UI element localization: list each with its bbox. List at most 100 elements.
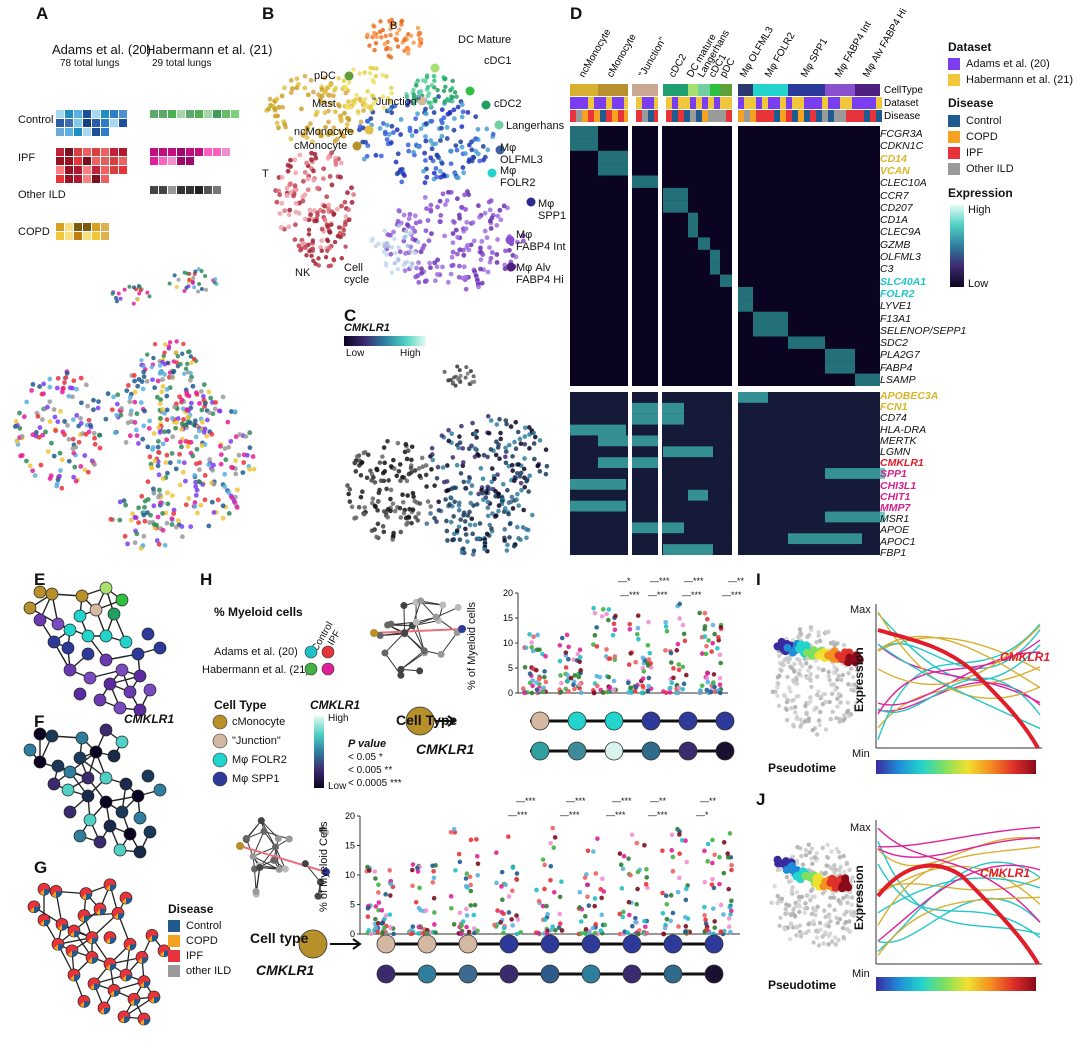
pseudotime-bg-point	[850, 875, 855, 880]
umap-a-point	[198, 502, 204, 508]
umap-a-point	[138, 545, 144, 551]
disease-bar	[786, 110, 792, 122]
umap-b-point	[424, 278, 429, 284]
data-point	[726, 916, 732, 921]
mini-edge	[260, 820, 279, 839]
umap-c-point	[543, 471, 549, 477]
data-point	[664, 916, 670, 922]
gene-label: LYVE1	[880, 300, 912, 313]
data-point	[711, 672, 717, 677]
umap-c-point	[403, 442, 409, 447]
tile-control-adams	[92, 110, 100, 118]
data-point	[578, 931, 584, 936]
pie-slice	[92, 937, 98, 944]
data-point	[710, 906, 716, 911]
heatmap-row	[570, 413, 880, 425]
umap-c-point	[467, 474, 472, 480]
data-point	[592, 930, 598, 936]
umap-b-point	[305, 187, 311, 193]
umap-a-point	[95, 405, 101, 411]
data-point	[415, 865, 420, 871]
tile-ipf-adams	[110, 157, 118, 165]
pseudotime-bg-point	[821, 667, 826, 673]
umap-c-point	[513, 446, 519, 452]
cluster-cell-cycle: Cell cycle	[344, 262, 370, 286]
umap-a-point	[188, 354, 194, 359]
i-gene: CMKLR1	[1000, 650, 1050, 664]
pseudotime-bg-point	[784, 717, 790, 723]
umap-b-point	[322, 75, 328, 81]
umap-a-point	[165, 501, 171, 507]
umap-c-point	[517, 436, 523, 442]
umap-a-point	[145, 444, 151, 450]
pseudotime-bg-point	[838, 700, 843, 705]
pseudotime-bg-point	[816, 943, 822, 948]
data-point	[523, 645, 529, 651]
umap-c-point	[527, 446, 532, 451]
disease-bar	[570, 110, 576, 122]
umap-a-point	[150, 377, 155, 383]
disease-bar	[576, 110, 582, 122]
data-point	[702, 904, 707, 910]
legend-adams-swatch	[948, 58, 960, 70]
umap-b-point	[397, 249, 403, 255]
umap-b-point	[520, 238, 526, 244]
data-point	[675, 690, 681, 695]
heatmap-block	[663, 187, 688, 201]
umap-a-point	[232, 409, 238, 415]
data-point	[606, 607, 612, 612]
cmklr1-node	[715, 741, 735, 761]
tile-control-habermann	[168, 110, 176, 118]
umap-b-point	[418, 89, 424, 94]
umap-pseudotime-j	[769, 842, 863, 948]
umap-c-point	[381, 529, 387, 535]
umap-b-point	[441, 88, 447, 94]
umap-b-point	[320, 176, 326, 182]
umap-b-point	[286, 212, 292, 218]
umap-c-point	[488, 447, 494, 452]
umap-b-point	[459, 102, 465, 107]
row-label-other-ild: Other ILD	[18, 189, 66, 201]
data-point	[577, 659, 582, 665]
legend-copd-swatch	[948, 131, 960, 143]
pseudotime-bg-point	[784, 875, 790, 880]
umap-b-point	[487, 259, 493, 265]
pie-slice	[126, 944, 130, 951]
umap-b-point	[302, 216, 308, 222]
j-pseudotime-bar	[876, 977, 1036, 991]
data-point	[705, 841, 711, 847]
umap-c-point	[410, 490, 416, 496]
umap-b-point	[480, 144, 486, 149]
data-point	[703, 917, 708, 923]
umap-a-point	[127, 433, 133, 439]
network-node	[123, 827, 137, 841]
legend-ipf-label: IPF	[966, 147, 984, 159]
umap-b-point	[346, 99, 351, 104]
umap-a-point	[162, 372, 167, 377]
mini-edge	[263, 830, 290, 840]
pseudotime-bg-point	[798, 724, 803, 729]
cluster-marker	[526, 197, 536, 207]
tile-control-habermann	[150, 110, 158, 118]
heatmap-block	[738, 286, 753, 300]
pseudotime-bg-point	[850, 674, 856, 680]
umap-c-point	[513, 419, 519, 425]
umap-b-point	[423, 134, 428, 139]
legend-control-swatch	[948, 115, 960, 127]
data-point	[628, 651, 633, 656]
umap-a-point	[215, 497, 221, 503]
pseudotime-bg-point	[844, 861, 849, 867]
data-point	[536, 930, 541, 936]
pseudotime-bg-point	[841, 642, 847, 648]
umap-a-point	[55, 419, 61, 425]
data-point	[635, 869, 641, 875]
umap-a-point	[117, 517, 123, 523]
umap-b-point	[349, 104, 354, 110]
data-point	[510, 888, 515, 894]
pseudotime-bg-point	[809, 846, 815, 851]
data-point	[592, 633, 598, 638]
umap-a-point	[175, 354, 181, 359]
data-point	[366, 928, 372, 933]
umap-a-point	[53, 428, 59, 434]
umap-a-point	[144, 352, 150, 357]
